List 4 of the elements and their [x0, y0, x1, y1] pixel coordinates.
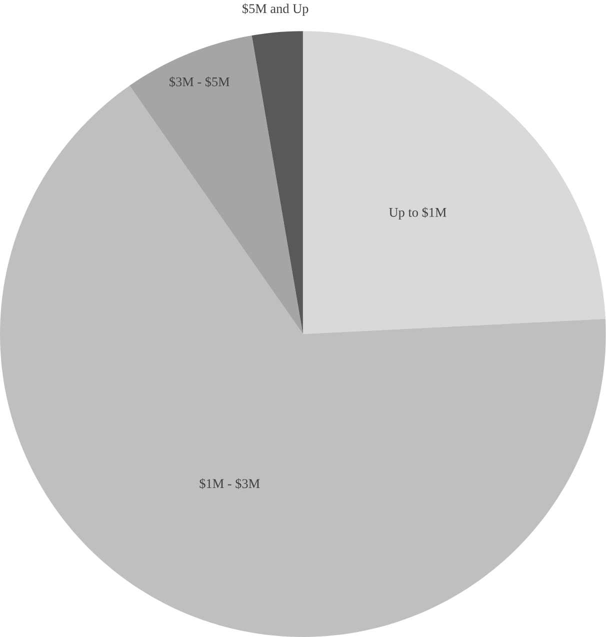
slice-label: $3M - $5M	[170, 76, 230, 88]
slice-label: Up to $1M	[389, 207, 446, 220]
slice-label: $5M and Up	[242, 3, 308, 16]
slice-label: $1M - $3M	[200, 478, 260, 489]
